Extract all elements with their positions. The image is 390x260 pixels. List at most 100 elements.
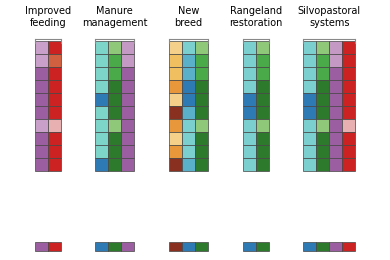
Bar bbox=[108, 106, 121, 119]
Bar bbox=[121, 80, 134, 93]
Bar bbox=[95, 158, 108, 171]
Bar bbox=[108, 93, 121, 106]
Bar bbox=[243, 80, 256, 93]
Bar bbox=[182, 67, 195, 80]
Bar bbox=[35, 106, 48, 119]
Bar bbox=[121, 132, 134, 145]
Bar bbox=[95, 242, 108, 250]
Bar bbox=[169, 145, 182, 158]
Bar bbox=[169, 80, 182, 93]
Bar bbox=[256, 67, 269, 80]
Bar bbox=[243, 67, 256, 80]
Bar bbox=[182, 145, 195, 158]
Bar bbox=[316, 132, 329, 145]
Bar bbox=[182, 41, 195, 54]
Bar bbox=[121, 54, 134, 67]
Bar bbox=[35, 242, 48, 250]
Bar bbox=[195, 242, 208, 250]
Bar bbox=[195, 132, 208, 145]
Bar bbox=[35, 93, 48, 106]
Bar bbox=[329, 67, 342, 80]
Bar bbox=[329, 106, 342, 119]
Bar bbox=[316, 93, 329, 106]
Bar bbox=[303, 93, 316, 106]
Bar bbox=[243, 158, 256, 171]
Bar bbox=[256, 242, 269, 250]
Bar bbox=[48, 41, 61, 54]
Bar bbox=[182, 93, 195, 106]
Bar bbox=[48, 54, 61, 67]
Bar bbox=[329, 41, 342, 54]
Bar bbox=[256, 54, 269, 67]
Bar bbox=[342, 132, 355, 145]
Bar bbox=[182, 242, 195, 250]
Bar bbox=[121, 158, 134, 171]
Bar bbox=[95, 41, 108, 54]
Bar bbox=[195, 145, 208, 158]
Bar bbox=[182, 119, 195, 132]
Bar bbox=[256, 119, 269, 132]
Bar bbox=[243, 242, 256, 250]
Bar bbox=[329, 132, 342, 145]
Bar bbox=[329, 80, 342, 93]
Bar bbox=[256, 41, 269, 54]
Bar bbox=[256, 145, 269, 158]
Bar bbox=[48, 119, 61, 132]
Bar bbox=[303, 67, 316, 80]
Bar bbox=[48, 67, 61, 80]
Bar bbox=[95, 54, 108, 67]
Bar bbox=[303, 80, 316, 93]
Bar bbox=[169, 106, 182, 119]
Bar bbox=[243, 54, 256, 67]
Bar bbox=[329, 93, 342, 106]
Bar bbox=[329, 54, 342, 67]
Bar bbox=[342, 54, 355, 67]
Bar bbox=[35, 80, 48, 93]
Bar bbox=[182, 54, 195, 67]
Bar bbox=[329, 158, 342, 171]
Bar bbox=[316, 106, 329, 119]
Bar bbox=[35, 132, 48, 145]
Bar bbox=[108, 242, 121, 250]
Bar bbox=[195, 119, 208, 132]
Bar bbox=[35, 119, 48, 132]
Bar bbox=[95, 80, 108, 93]
Bar bbox=[108, 145, 121, 158]
Bar bbox=[195, 158, 208, 171]
Bar bbox=[169, 119, 182, 132]
Bar bbox=[121, 242, 134, 250]
Bar bbox=[256, 80, 269, 93]
Bar bbox=[108, 132, 121, 145]
Bar bbox=[316, 145, 329, 158]
Bar bbox=[48, 106, 61, 119]
Bar bbox=[243, 119, 256, 132]
Text: Improved
feeding: Improved feeding bbox=[25, 6, 71, 28]
Bar bbox=[316, 67, 329, 80]
Bar bbox=[35, 54, 48, 67]
Bar bbox=[48, 80, 61, 93]
Bar bbox=[303, 106, 316, 119]
Bar bbox=[182, 80, 195, 93]
Bar bbox=[342, 158, 355, 171]
Bar bbox=[95, 145, 108, 158]
Bar bbox=[256, 132, 269, 145]
Bar bbox=[243, 132, 256, 145]
Bar bbox=[195, 106, 208, 119]
Bar bbox=[243, 145, 256, 158]
Bar bbox=[169, 242, 182, 250]
Bar bbox=[316, 119, 329, 132]
Bar bbox=[342, 41, 355, 54]
Bar bbox=[195, 67, 208, 80]
Bar bbox=[35, 158, 48, 171]
Text: New
breed: New breed bbox=[174, 6, 202, 28]
Bar bbox=[121, 67, 134, 80]
Bar bbox=[195, 80, 208, 93]
Bar bbox=[182, 106, 195, 119]
Bar bbox=[108, 41, 121, 54]
Bar bbox=[108, 158, 121, 171]
Bar bbox=[95, 106, 108, 119]
Bar bbox=[121, 145, 134, 158]
Bar bbox=[256, 158, 269, 171]
Bar bbox=[48, 145, 61, 158]
Text: Silvopastoral
systems: Silvopastoral systems bbox=[298, 6, 361, 28]
